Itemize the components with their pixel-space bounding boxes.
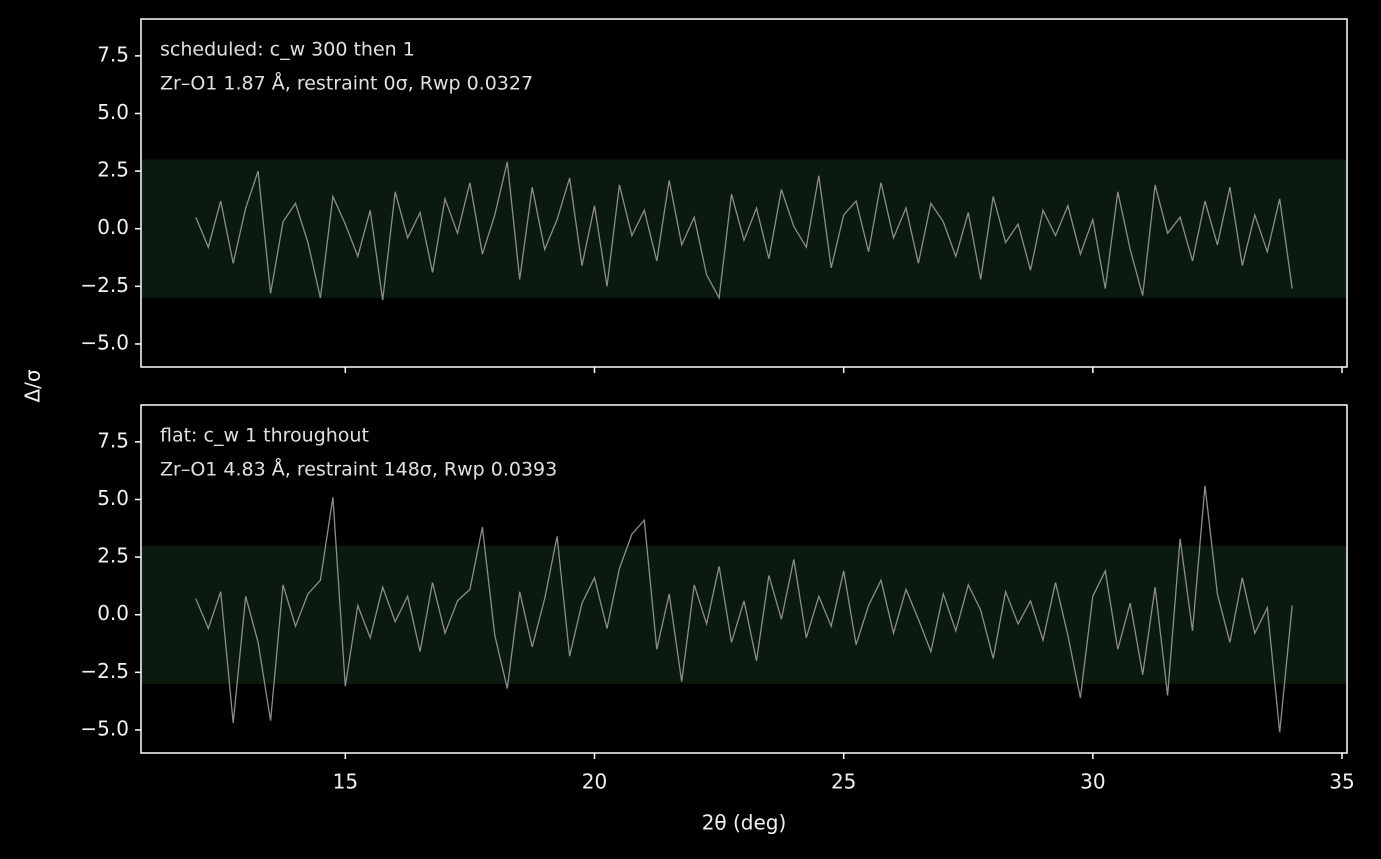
y-tick-label: 7.5 bbox=[97, 42, 129, 66]
annotation: scheduled: c_w 300 then 1 bbox=[160, 39, 415, 61]
annotation: Zr–O1 1.87 Å, restraint 0σ, Rwp 0.0327 bbox=[160, 72, 533, 95]
x-tick-label: 35 bbox=[1329, 770, 1354, 794]
axes-frame bbox=[140, 404, 1348, 754]
annotation: flat: c_w 1 throughout bbox=[160, 425, 369, 447]
y-tick-label: 5.0 bbox=[97, 100, 129, 124]
y-tick-label: 7.5 bbox=[97, 428, 129, 452]
y-tick-label: −5.0 bbox=[80, 716, 129, 740]
y-tick-label: −2.5 bbox=[80, 659, 129, 683]
y-tick-label: −5.0 bbox=[80, 330, 129, 354]
x-tick-label: 20 bbox=[582, 770, 607, 794]
y-tick-label: 0.0 bbox=[97, 215, 129, 239]
sigma-band bbox=[141, 159, 1347, 298]
y-tick-label: 2.5 bbox=[97, 158, 129, 182]
residual-line bbox=[195, 485, 1293, 733]
y-tick-label: 5.0 bbox=[97, 486, 129, 510]
y-tick-label: 0.0 bbox=[97, 601, 129, 625]
x-axis-label: 2θ (deg) bbox=[702, 811, 787, 835]
x-tick-label: 30 bbox=[1080, 770, 1105, 794]
y-tick-label: 2.5 bbox=[97, 544, 129, 568]
axes-frame bbox=[140, 18, 1348, 368]
y-tick-label: −2.5 bbox=[80, 273, 129, 297]
x-tick-label: 15 bbox=[333, 770, 358, 794]
y-axis-label: Δ/σ bbox=[21, 369, 45, 402]
x-tick-label: 25 bbox=[831, 770, 856, 794]
annotation: Zr–O1 4.83 Å, restraint 148σ, Rwp 0.0393 bbox=[160, 458, 557, 481]
residual-line bbox=[195, 161, 1293, 301]
sigma-band bbox=[141, 545, 1347, 684]
